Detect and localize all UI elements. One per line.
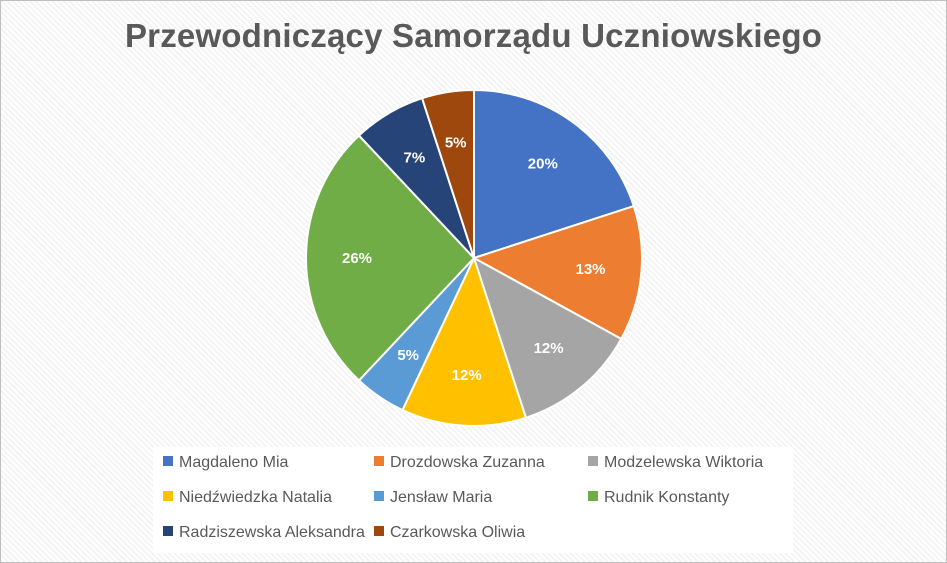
- pie-slice-2: [472, 255, 623, 420]
- data-label-5: 26%: [342, 250, 372, 267]
- pie-slice-5: [305, 134, 476, 382]
- legend-swatch-icon: [374, 456, 384, 466]
- legend-item-3: Niedźwiedzka Natalia: [163, 489, 332, 511]
- legend-swatch-icon: [163, 526, 173, 536]
- legend-item-5: Rudnik Konstanty: [588, 489, 729, 511]
- legend-item-2: Modzelewska Wiktoria: [588, 454, 763, 476]
- legend-label: Modzelewska Wiktoria: [604, 454, 764, 471]
- legend-label: Czarkowska Oliwia: [390, 524, 526, 541]
- data-label-1: 13%: [575, 261, 605, 278]
- legend-label: Magdaleno Mia: [179, 454, 289, 471]
- legend-item-1: Drozdowska Zuzanna: [374, 454, 545, 476]
- legend-label: Jensław Maria: [390, 489, 493, 506]
- data-label-6: 7%: [404, 149, 426, 166]
- legend-swatch-icon: [374, 526, 384, 536]
- data-label-7: 5%: [445, 134, 467, 151]
- legend-item-6: Radziszewska Aleksandra: [163, 524, 365, 546]
- data-label-4: 5%: [397, 347, 419, 364]
- legend-swatch-icon: [374, 491, 384, 501]
- legend-swatch-icon: [588, 491, 598, 501]
- chart-title: Przewodniczący Samorządu Uczniowskiego: [124, 17, 823, 54]
- data-label-0: 20%: [528, 155, 558, 172]
- legend-item-4: Jensław Maria: [374, 489, 492, 511]
- pie-slice-1: [471, 204, 643, 341]
- legend-label: Rudnik Konstanty: [604, 489, 730, 506]
- legend-swatch-icon: [588, 456, 598, 466]
- legend-swatch-icon: [163, 491, 173, 501]
- pie-slice-7: [420, 88, 475, 259]
- data-label-3: 12%: [452, 367, 482, 384]
- legend-swatch-icon: [163, 456, 173, 466]
- legend-label: Radziszewska Aleksandra: [179, 524, 365, 541]
- legend: Magdaleno Mia Drozdowska Zuzanna Modzelews…: [153, 447, 793, 553]
- data-label-2: 12%: [534, 340, 564, 357]
- pie-slice-0: [473, 88, 636, 260]
- legend-item-7: Czarkowska Oliwia: [374, 524, 525, 546]
- legend-label: Niedźwiedzka Natalia: [179, 489, 332, 506]
- legend-label: Drozdowska Zuzanna: [390, 454, 545, 471]
- legend-item-0: Magdaleno Mia: [163, 454, 288, 476]
- pie-slice-3: [401, 255, 528, 427]
